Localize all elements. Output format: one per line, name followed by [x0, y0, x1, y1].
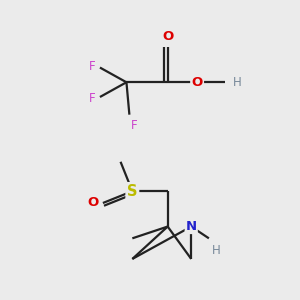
Text: F: F	[89, 60, 95, 73]
Text: N: N	[186, 220, 197, 233]
Text: H: H	[232, 76, 241, 89]
Text: F: F	[89, 92, 95, 105]
Text: S: S	[127, 184, 138, 199]
Text: F: F	[131, 119, 137, 132]
Text: O: O	[191, 76, 203, 89]
Text: O: O	[162, 30, 173, 44]
Text: O: O	[87, 196, 98, 209]
Text: H: H	[212, 244, 220, 257]
